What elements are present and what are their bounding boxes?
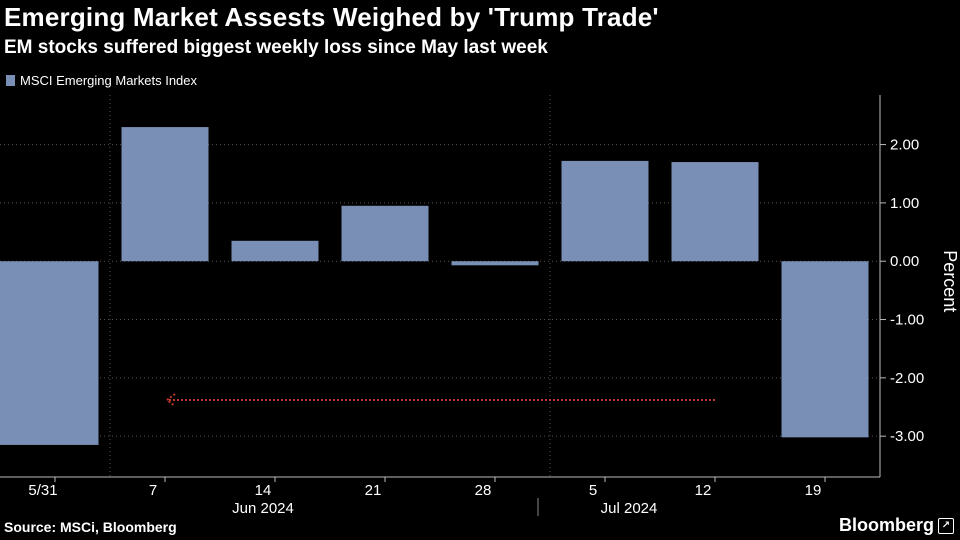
brand-logo: Bloomberg ↗: [839, 515, 954, 536]
bar-5: [561, 160, 649, 262]
external-link-icon: ↗: [938, 517, 954, 534]
y-tick-label: 0.00: [890, 253, 919, 270]
x-tick-label: 5/31: [28, 482, 57, 499]
chart-title: Emerging Market Assests Weighed by 'Trum…: [4, 2, 659, 32]
bar-14: [231, 240, 319, 262]
y-axis-title: Percent: [940, 250, 960, 312]
x-month-label: Jul 2024: [601, 500, 658, 517]
source-note: Source: MSCi, Bloomberg: [4, 519, 177, 535]
x-month-label: Jun 2024: [232, 500, 294, 517]
x-tick-label: 14: [255, 482, 272, 499]
y-tick-label: -3.00: [890, 428, 924, 445]
x-tick-label: 21: [365, 482, 382, 499]
bar-28: [451, 261, 539, 266]
bar-7: [121, 127, 209, 262]
legend-swatch: [6, 75, 15, 86]
annotation-arrow-head: [165, 393, 176, 407]
bar-12: [671, 162, 759, 262]
x-tick-label: 28: [475, 482, 492, 499]
y-tick-label: 2.00: [890, 137, 919, 154]
bar-5-31: [0, 261, 99, 445]
brand-label: Bloomberg: [838, 515, 934, 535]
legend: MSCI Emerging Markets Index: [6, 73, 197, 88]
x-tick-label: 12: [695, 482, 712, 499]
chart-subtitle: EM stocks suffered biggest weekly loss s…: [4, 37, 548, 58]
x-tick-label: 5: [589, 482, 597, 499]
y-tick-label: 1.00: [890, 195, 919, 212]
bar-19: [781, 261, 869, 438]
bar-21: [341, 205, 429, 262]
y-tick-label: -1.00: [890, 312, 924, 329]
x-tick-label: 7: [149, 482, 157, 499]
legend-label: MSCI Emerging Markets Index: [20, 73, 198, 88]
x-tick-label: 19: [805, 482, 822, 499]
y-tick-label: -2.00: [890, 370, 924, 387]
